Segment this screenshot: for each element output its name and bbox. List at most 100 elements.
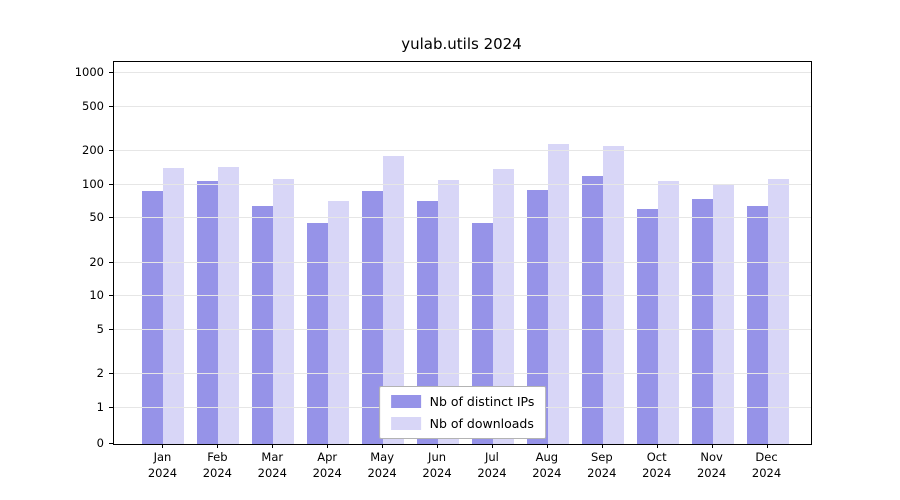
x-tick-mark	[656, 444, 658, 448]
bar-downloads	[438, 180, 460, 444]
x-tick-month: Apr	[317, 450, 338, 464]
y-tick-mark	[109, 443, 113, 444]
bar-downloads	[218, 166, 240, 444]
bar-distinct-ips	[142, 190, 164, 444]
x-tick-month: Feb	[207, 450, 228, 464]
y-tick-mark	[109, 72, 113, 73]
bar-downloads	[712, 183, 734, 444]
legend-label-distinct-ips: Nb of distinct IPs	[429, 394, 535, 409]
x-tick-year: 2024	[587, 465, 617, 480]
bar-distinct-ips	[362, 190, 384, 444]
y-tick-mark	[109, 217, 113, 219]
gridline	[114, 183, 811, 185]
legend-label-downloads: Nb of downloads	[429, 416, 534, 431]
x-tick-label: Jul 2024	[457, 450, 527, 481]
x-tick-label: Oct 2024	[622, 450, 692, 481]
y-tick-mark	[109, 407, 113, 408]
legend-item-distinct-ips: Nb of distinct IPs	[390, 394, 535, 409]
bar-distinct-ips	[746, 206, 768, 444]
y-tick-mark	[109, 105, 113, 107]
x-tick-label: Feb 2024	[182, 450, 252, 481]
x-tick-label: Nov 2024	[677, 450, 747, 481]
bar-downloads	[767, 179, 789, 444]
y-tick-label: 100	[82, 176, 104, 191]
bar-downloads	[383, 156, 405, 444]
bar-downloads	[602, 146, 624, 444]
bar-distinct-ips	[307, 223, 329, 444]
gridline	[114, 217, 811, 219]
x-tick-year: 2024	[147, 465, 178, 480]
bar-distinct-ips	[691, 198, 713, 444]
gridline	[114, 105, 811, 107]
y-tick-label: 1000	[74, 65, 104, 79]
x-tick-month: Aug	[535, 450, 559, 464]
x-tick-mark	[327, 444, 329, 448]
legend-item-downloads: Nb of downloads	[390, 416, 535, 431]
x-tick-label: Apr 2024	[292, 450, 362, 481]
x-tick-year: 2024	[202, 465, 233, 480]
x-tick-mark	[382, 444, 384, 448]
x-tick-month: Oct	[646, 450, 667, 464]
y-tick-label: 50	[89, 210, 104, 225]
y-tick-label: 200	[82, 143, 104, 158]
bar-downloads	[163, 168, 185, 444]
bar-downloads	[492, 169, 514, 444]
x-tick-year: 2024	[532, 465, 562, 480]
gridline	[114, 328, 811, 330]
x-tick-label: May 2024	[347, 450, 417, 481]
x-tick-year: 2024	[642, 465, 672, 480]
x-tick-year: 2024	[312, 465, 342, 480]
x-tick-month: Dec	[755, 450, 778, 464]
bar-distinct-ips	[252, 206, 274, 444]
y-tick-mark	[109, 373, 113, 375]
x-tick-label: Aug 2024	[512, 450, 582, 481]
y-tick-mark	[109, 295, 113, 297]
x-tick-label: Dec 2024	[732, 450, 802, 481]
chart-title: yulab.utils 2024	[401, 35, 522, 53]
x-tick-year: 2024	[422, 465, 452, 480]
bar-downloads	[273, 179, 295, 444]
x-tick-year: 2024	[696, 465, 727, 480]
x-tick-label: Jan 2024	[127, 450, 197, 481]
bar-downloads	[657, 180, 679, 444]
x-tick-year: 2024	[367, 465, 397, 480]
y-tick-mark	[109, 183, 113, 185]
x-tick-mark	[546, 444, 548, 448]
x-tick-mark	[491, 444, 493, 448]
y-tick-label: 1	[96, 400, 104, 414]
x-tick-mark	[601, 444, 603, 448]
legend: Nb of distinct IPs Nb of downloads	[378, 386, 547, 439]
y-tick-label: 500	[82, 98, 104, 113]
bar-distinct-ips	[197, 180, 219, 444]
gridline	[114, 72, 811, 73]
x-tick-mark	[272, 444, 274, 448]
y-tick-mark	[109, 150, 113, 152]
x-tick-month: Sep	[590, 450, 613, 464]
y-tick-label: 2	[96, 366, 104, 381]
y-tick-label: 10	[89, 288, 104, 303]
gridline	[114, 295, 811, 297]
x-tick-mark	[711, 444, 713, 448]
bar-distinct-ips	[581, 175, 603, 444]
gridline	[114, 261, 811, 263]
x-tick-month: Jan	[153, 450, 172, 464]
x-tick-year: 2024	[751, 465, 782, 480]
y-tick-label: 0	[96, 436, 104, 450]
x-tick-label: Jun 2024	[402, 450, 472, 481]
bar-distinct-ips	[636, 209, 658, 444]
x-tick-mark	[437, 444, 439, 448]
y-tick-label: 20	[89, 254, 104, 269]
x-tick-month: Mar	[261, 450, 284, 464]
bar-downloads	[328, 200, 350, 444]
bar-distinct-ips	[417, 200, 439, 444]
legend-swatch-downloads	[390, 417, 421, 430]
bar-downloads	[547, 144, 569, 444]
plot-area: Nb of distinct IPs Nb of downloads	[113, 61, 812, 445]
x-tick-mark	[217, 444, 219, 448]
gridline	[114, 373, 811, 375]
x-tick-month: May	[370, 450, 395, 464]
x-tick-mark	[766, 444, 768, 448]
x-tick-year: 2024	[257, 465, 287, 480]
legend-swatch-distinct-ips	[390, 395, 421, 408]
